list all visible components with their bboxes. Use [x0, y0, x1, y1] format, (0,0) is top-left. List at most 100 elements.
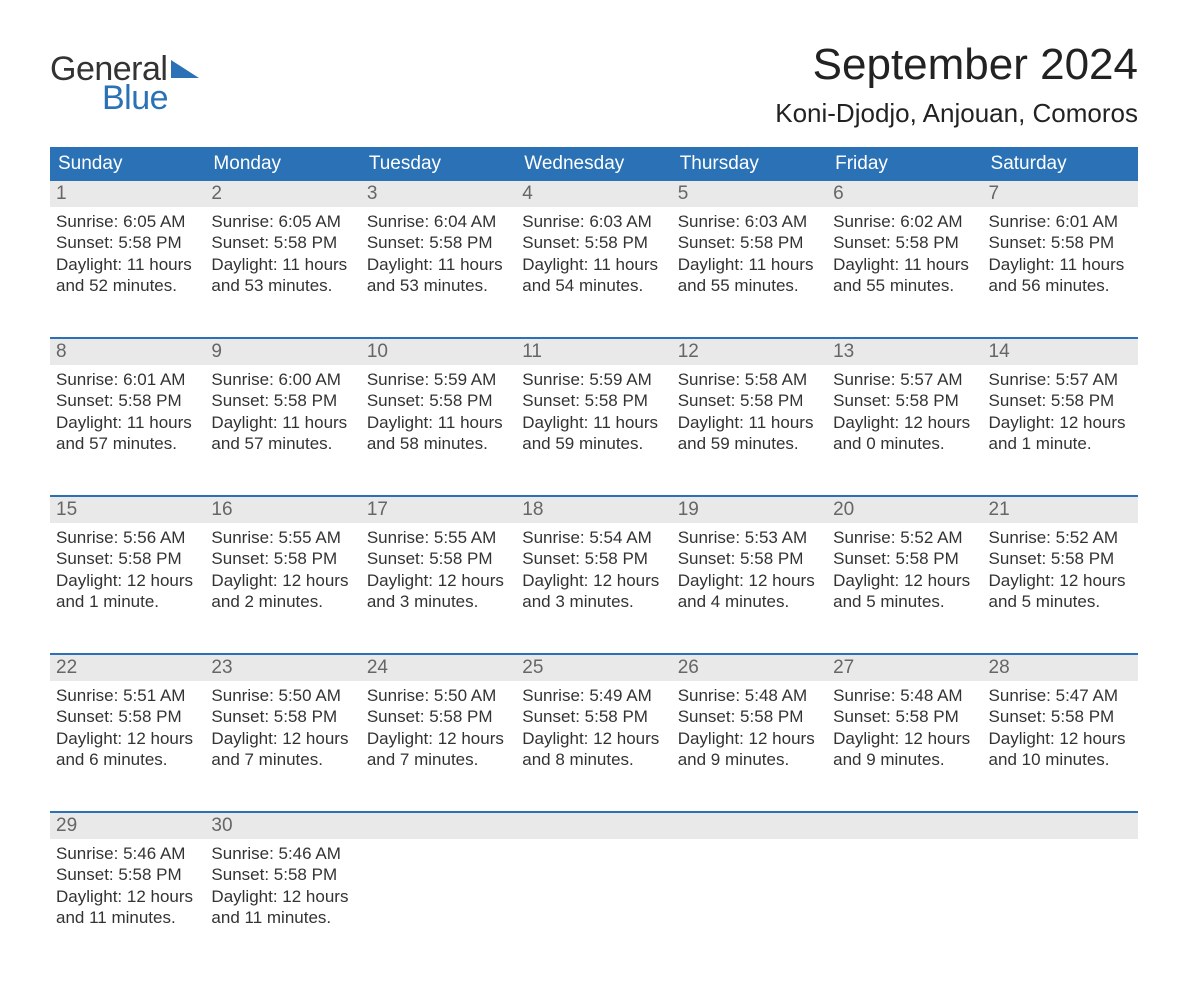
day-content-cell: Sunrise: 6:04 AMSunset: 5:58 PMDaylight:… [361, 207, 516, 315]
daynum-cell: 10 [361, 339, 516, 365]
sunrise-text: Sunrise: 6:01 AM [56, 369, 199, 390]
day-content-cell: Sunrise: 5:55 AMSunset: 5:58 PMDaylight:… [361, 523, 516, 631]
sunrise-text: Sunrise: 6:03 AM [522, 211, 665, 232]
daylight-line2: and 8 minutes. [522, 749, 665, 770]
calendar-header-cell: Tuesday [361, 147, 516, 181]
daynum-cell: 22 [50, 655, 205, 681]
day-content-cell: Sunrise: 5:57 AMSunset: 5:58 PMDaylight:… [983, 365, 1138, 473]
day-content-cell: Sunrise: 5:48 AMSunset: 5:58 PMDaylight:… [672, 681, 827, 789]
daylight-line1: Daylight: 12 hours [522, 570, 665, 591]
sunset-text: Sunset: 5:58 PM [211, 706, 354, 727]
daynum-cell: 27 [827, 655, 982, 681]
day-content-row: Sunrise: 6:05 AMSunset: 5:58 PMDaylight:… [50, 207, 1138, 315]
sunrise-text: Sunrise: 6:00 AM [211, 369, 354, 390]
daylight-line2: and 9 minutes. [678, 749, 821, 770]
sunrise-text: Sunrise: 6:05 AM [56, 211, 199, 232]
day-content-row: Sunrise: 5:56 AMSunset: 5:58 PMDaylight:… [50, 523, 1138, 631]
daynum-cell [983, 813, 1138, 839]
day-content-cell: Sunrise: 5:59 AMSunset: 5:58 PMDaylight:… [516, 365, 671, 473]
daynum-row: 891011121314 [50, 339, 1138, 365]
daylight-line2: and 3 minutes. [522, 591, 665, 612]
daylight-line2: and 59 minutes. [522, 433, 665, 454]
daylight-line2: and 11 minutes. [56, 907, 199, 928]
daylight-line2: and 59 minutes. [678, 433, 821, 454]
sunset-text: Sunset: 5:58 PM [211, 390, 354, 411]
sunrise-text: Sunrise: 5:59 AM [522, 369, 665, 390]
daynum-cell: 30 [205, 813, 360, 839]
sunrise-text: Sunrise: 5:48 AM [678, 685, 821, 706]
daylight-line1: Daylight: 11 hours [989, 254, 1132, 275]
calendar-header-cell: Saturday [983, 147, 1138, 181]
daynum-cell: 25 [516, 655, 671, 681]
sunrise-text: Sunrise: 5:50 AM [211, 685, 354, 706]
day-content-cell: Sunrise: 5:54 AMSunset: 5:58 PMDaylight:… [516, 523, 671, 631]
day-content-cell [827, 839, 982, 947]
calendar-header-cell: Wednesday [516, 147, 671, 181]
sunset-text: Sunset: 5:58 PM [211, 864, 354, 885]
sunset-text: Sunset: 5:58 PM [367, 706, 510, 727]
daylight-line2: and 55 minutes. [678, 275, 821, 296]
daylight-line1: Daylight: 12 hours [367, 728, 510, 749]
daynum-cell: 13 [827, 339, 982, 365]
sunrise-text: Sunrise: 5:48 AM [833, 685, 976, 706]
daylight-line2: and 10 minutes. [989, 749, 1132, 770]
daynum-cell: 3 [361, 181, 516, 207]
day-content-cell: Sunrise: 5:46 AMSunset: 5:58 PMDaylight:… [50, 839, 205, 947]
sunset-text: Sunset: 5:58 PM [56, 864, 199, 885]
day-content-cell: Sunrise: 5:48 AMSunset: 5:58 PMDaylight:… [827, 681, 982, 789]
day-content-cell [516, 839, 671, 947]
daynum-cell: 28 [983, 655, 1138, 681]
daynum-cell [672, 813, 827, 839]
daylight-line2: and 9 minutes. [833, 749, 976, 770]
sunset-text: Sunset: 5:58 PM [211, 232, 354, 253]
sunset-text: Sunset: 5:58 PM [522, 390, 665, 411]
daylight-line2: and 56 minutes. [989, 275, 1132, 296]
daynum-cell: 4 [516, 181, 671, 207]
sunset-text: Sunset: 5:58 PM [56, 706, 199, 727]
sunrise-text: Sunrise: 5:50 AM [367, 685, 510, 706]
sunset-text: Sunset: 5:58 PM [989, 706, 1132, 727]
daylight-line1: Daylight: 12 hours [833, 412, 976, 433]
daylight-line2: and 52 minutes. [56, 275, 199, 296]
day-content-cell: Sunrise: 5:49 AMSunset: 5:58 PMDaylight:… [516, 681, 671, 789]
day-content-cell: Sunrise: 5:58 AMSunset: 5:58 PMDaylight:… [672, 365, 827, 473]
daylight-line1: Daylight: 12 hours [989, 412, 1132, 433]
sunset-text: Sunset: 5:58 PM [989, 232, 1132, 253]
day-content-cell: Sunrise: 6:05 AMSunset: 5:58 PMDaylight:… [50, 207, 205, 315]
day-content-cell [672, 839, 827, 947]
sunset-text: Sunset: 5:58 PM [833, 232, 976, 253]
sunset-text: Sunset: 5:58 PM [56, 548, 199, 569]
week-gap [50, 631, 1138, 653]
sunset-text: Sunset: 5:58 PM [367, 232, 510, 253]
sunset-text: Sunset: 5:58 PM [678, 706, 821, 727]
title-block: September 2024 Koni-Djodjo, Anjouan, Com… [775, 40, 1138, 129]
sunrise-text: Sunrise: 5:47 AM [989, 685, 1132, 706]
sunrise-text: Sunrise: 5:51 AM [56, 685, 199, 706]
daylight-line2: and 2 minutes. [211, 591, 354, 612]
daynum-cell: 15 [50, 497, 205, 523]
calendar: SundayMondayTuesdayWednesdayThursdayFrid… [50, 147, 1138, 947]
sunrise-text: Sunrise: 6:01 AM [989, 211, 1132, 232]
daylight-line1: Daylight: 11 hours [833, 254, 976, 275]
sunrise-text: Sunrise: 5:52 AM [989, 527, 1132, 548]
daylight-line1: Daylight: 11 hours [678, 254, 821, 275]
daylight-line2: and 53 minutes. [211, 275, 354, 296]
brand-word2: Blue [102, 79, 168, 118]
week-gap [50, 473, 1138, 495]
daylight-line2: and 4 minutes. [678, 591, 821, 612]
day-content-cell [983, 839, 1138, 947]
month-title: September 2024 [775, 40, 1138, 90]
daylight-line2: and 3 minutes. [367, 591, 510, 612]
sunset-text: Sunset: 5:58 PM [367, 390, 510, 411]
daylight-line2: and 1 minute. [989, 433, 1132, 454]
daylight-line1: Daylight: 12 hours [678, 728, 821, 749]
calendar-header-row: SundayMondayTuesdayWednesdayThursdayFrid… [50, 147, 1138, 181]
day-content-cell: Sunrise: 6:01 AMSunset: 5:58 PMDaylight:… [983, 207, 1138, 315]
sunset-text: Sunset: 5:58 PM [833, 706, 976, 727]
sunrise-text: Sunrise: 6:05 AM [211, 211, 354, 232]
day-content-cell: Sunrise: 5:59 AMSunset: 5:58 PMDaylight:… [361, 365, 516, 473]
daynum-cell: 21 [983, 497, 1138, 523]
sunrise-text: Sunrise: 5:46 AM [211, 843, 354, 864]
sunrise-text: Sunrise: 6:02 AM [833, 211, 976, 232]
sunrise-text: Sunrise: 5:57 AM [833, 369, 976, 390]
